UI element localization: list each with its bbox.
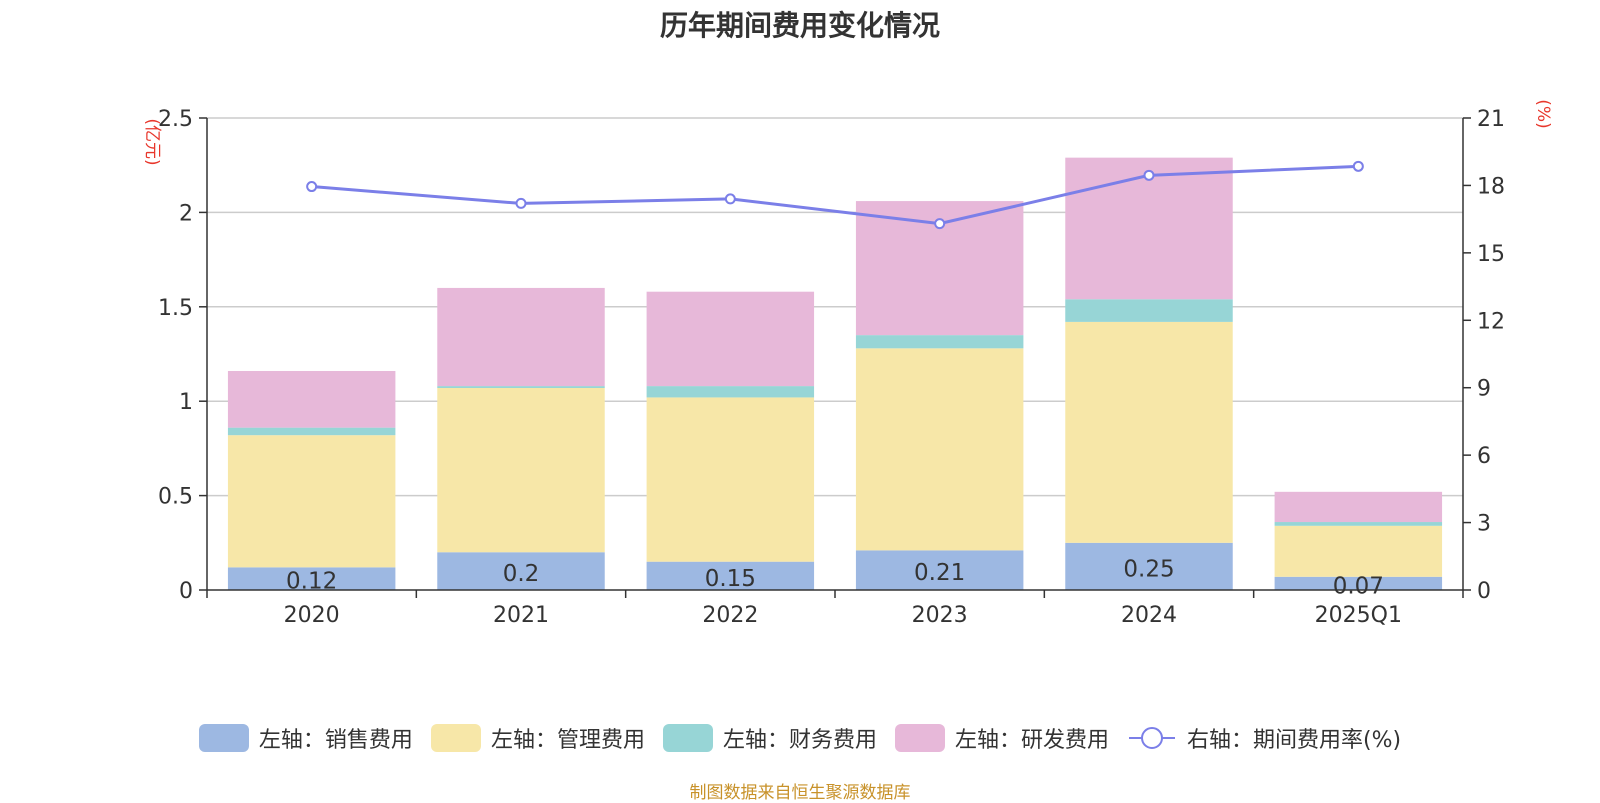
left-axis-tick-label: 0 — [179, 579, 193, 604]
legend-item-rnd[interactable]: 左轴：研发费用 — [894, 722, 1109, 754]
left-axis-tick-label: 2 — [179, 201, 193, 226]
bar-segment-3-2 — [646, 291, 815, 387]
bar-segment-2-2 — [646, 386, 815, 398]
bar-segment-2-0 — [227, 427, 396, 436]
bar-data-label: 0.21 — [914, 560, 965, 586]
right-axis-tick-label: 12 — [1477, 309, 1505, 334]
legend-swatch-rnd — [894, 724, 945, 752]
bar-segment-2-5 — [1274, 522, 1443, 526]
bar-segment-0-3 — [855, 550, 1024, 590]
right-axis-tick-label: 15 — [1477, 242, 1505, 267]
right-axis-tick-label: 6 — [1477, 444, 1491, 469]
legend-item-finance[interactable]: 左轴：财务费用 — [662, 722, 877, 754]
bar-segment-0-0 — [227, 567, 396, 590]
x-axis-tick-label: 2024 — [1121, 603, 1177, 628]
bar-segment-1-3 — [855, 348, 1024, 551]
right-axis-tick-label: 9 — [1477, 377, 1491, 402]
left-axis-unit-label: (亿元) — [142, 118, 162, 165]
legend-swatch-finance — [662, 724, 713, 752]
legend-item-sales[interactable]: 左轴：销售费用 — [198, 722, 413, 754]
bar-data-label: 0.2 — [503, 561, 540, 587]
x-axis-tick-label: 2022 — [702, 603, 758, 628]
bar-segment-0-1 — [437, 552, 605, 590]
bar-segment-1-0 — [227, 435, 396, 568]
expense-rate-point — [1143, 169, 1155, 181]
bar-segment-1-2 — [646, 397, 815, 562]
bar-data-label: 0.12 — [286, 569, 337, 595]
x-axis-tick-label: 2021 — [493, 603, 549, 628]
legend-item-admin[interactable]: 左轴：管理费用 — [430, 722, 645, 754]
legend-item-expense-rate[interactable]: 右轴：期间费用率(%) — [1127, 722, 1401, 754]
bar-segment-3-4 — [1065, 157, 1233, 300]
bar-segment-2-4 — [1065, 299, 1233, 322]
legend-label-rnd: 左轴：研发费用 — [954, 728, 1109, 753]
left-axis-tick-label: 0.5 — [158, 485, 193, 510]
chart-legend: 左轴：销售费用 左轴：管理费用 左轴：财务费用 左轴：研发费用 右轴：期间费用率… — [0, 716, 1600, 760]
bar-segment-3-5 — [1274, 491, 1443, 523]
bar-segment-1-4 — [1065, 321, 1233, 543]
expense-rate-point — [1352, 160, 1364, 172]
bar-segment-1-1 — [437, 387, 605, 553]
bar-segment-2-3 — [855, 335, 1024, 349]
right-axis-tick-label: 21 — [1477, 107, 1505, 132]
legend-label-finance: 左轴：财务费用 — [722, 728, 877, 753]
expense-rate-point — [515, 197, 527, 209]
source-note: 制图数据来自恒生聚源数据库 — [689, 783, 911, 803]
bar-data-label: 0.07 — [1333, 573, 1384, 599]
legend-line-marker-icon — [1128, 727, 1175, 749]
x-axis-tick-label: 2023 — [912, 603, 968, 628]
right-axis-tick-label: 3 — [1477, 512, 1491, 537]
expense-rate-line — [311, 164, 1359, 226]
bar-segment-0-4 — [1065, 542, 1233, 590]
expense-rate-point — [306, 181, 318, 193]
bar-segment-1-5 — [1274, 525, 1443, 577]
bar-segment-3-1 — [437, 287, 605, 387]
left-axis-tick-label: 1 — [179, 390, 193, 415]
left-axis-tick-label: 2.5 — [158, 107, 193, 132]
bar-data-label: 0.15 — [705, 566, 756, 592]
legend-swatch-admin — [430, 724, 481, 752]
expense-rate-point — [934, 218, 946, 230]
legend-swatch-sales — [198, 724, 249, 752]
left-axis-tick-label: 1.5 — [158, 296, 193, 321]
right-axis-tick-label: 18 — [1477, 174, 1505, 199]
bar-data-label: 0.25 — [1123, 556, 1174, 582]
bar-segment-2-1 — [437, 386, 605, 388]
legend-label-sales: 左轴：销售费用 — [258, 728, 413, 753]
bar-segment-0-5 — [1274, 576, 1443, 590]
right-axis-tick-label: 0 — [1477, 579, 1491, 604]
legend-label-admin: 左轴：管理费用 — [490, 728, 645, 753]
bar-segment-0-2 — [646, 561, 815, 590]
bar-segment-3-0 — [227, 370, 396, 428]
x-axis-tick-label: 2025Q1 — [1315, 603, 1402, 628]
right-axis-unit-label: (%) — [1533, 99, 1553, 128]
legend-label-expense-rate: 右轴：期间费用率(%) — [1186, 728, 1402, 753]
x-axis-tick-label: 2020 — [284, 603, 340, 628]
expense-rate-point — [724, 193, 736, 205]
chart-title: 历年期间费用变化情况 — [659, 9, 940, 42]
